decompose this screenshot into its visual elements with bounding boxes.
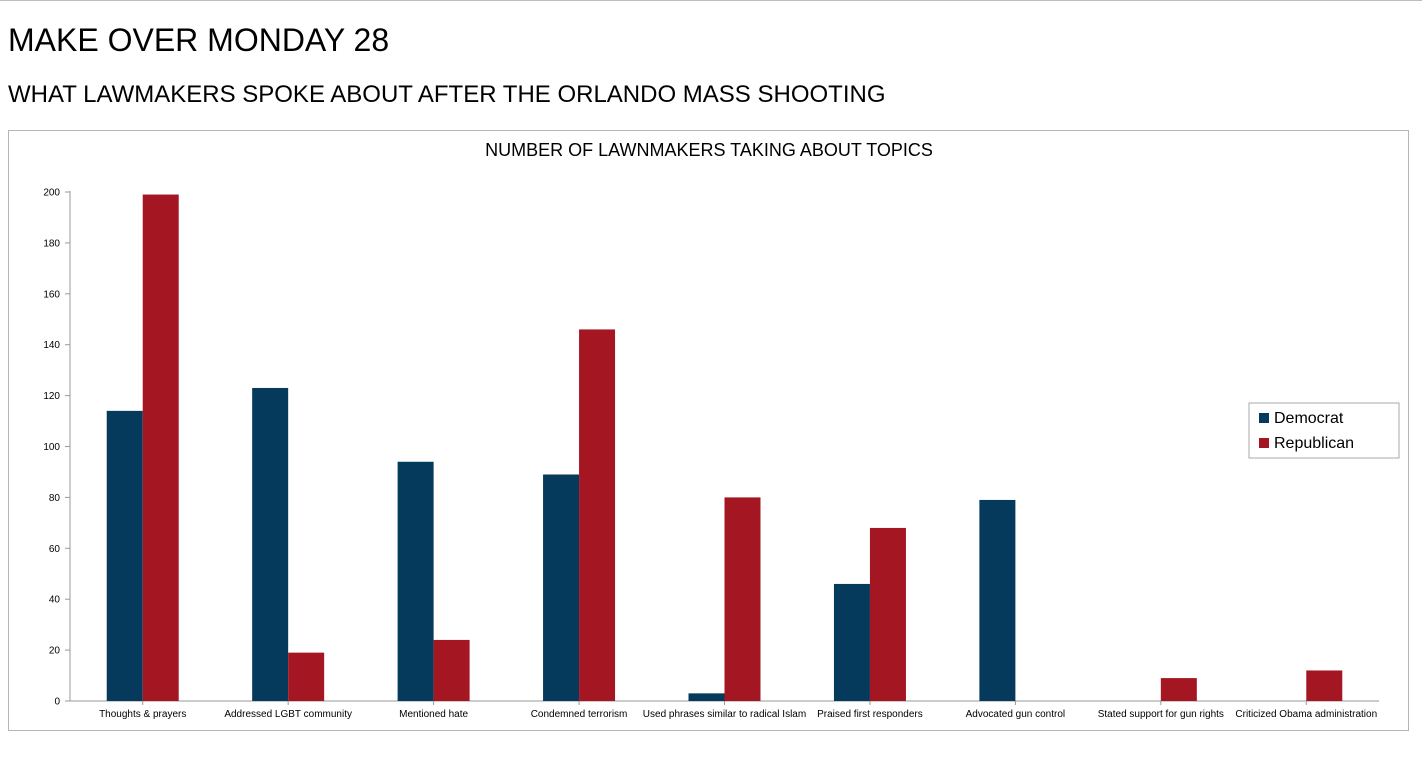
x-tick-label: Thoughts & prayers xyxy=(99,709,186,720)
x-tick-label: Used phrases similar to radical Islam xyxy=(643,709,806,720)
legend-label-republican: Republican xyxy=(1274,435,1354,452)
bar-democrat-3 xyxy=(543,474,580,701)
legend: Democrat Republican xyxy=(1248,402,1400,459)
y-tick-label: 120 xyxy=(43,391,60,402)
chart-container: NUMBER OF LAWNMAKERS TAKING ABOUT TOPICS… xyxy=(8,130,1409,731)
chart-title: NUMBER OF LAWNMAKERS TAKING ABOUT TOPICS xyxy=(485,140,933,160)
bar-republican-4 xyxy=(724,497,761,701)
bar-republican-8 xyxy=(1306,670,1343,701)
y-tick-label: 60 xyxy=(49,544,61,555)
bar-republican-1 xyxy=(288,652,325,701)
legend-swatch-democrat xyxy=(1259,413,1269,423)
y-tick-label: 80 xyxy=(49,493,61,504)
legend-box xyxy=(1248,402,1400,459)
bar-republican-2 xyxy=(433,639,470,701)
bar-chart: NUMBER OF LAWNMAKERS TAKING ABOUT TOPICS… xyxy=(43,140,1400,720)
x-tick-label: Addressed LGBT community xyxy=(224,709,352,720)
x-tick-label: Condemned terrorism xyxy=(531,709,628,720)
y-tick-label: 140 xyxy=(43,340,60,351)
bar-democrat-6 xyxy=(979,499,1016,701)
x-axis: Thoughts & prayers Addressed LGBT communi… xyxy=(70,700,1379,720)
bar-republican-0 xyxy=(142,194,179,702)
bar-republican-7 xyxy=(1160,678,1197,701)
bar-republican-5 xyxy=(869,527,906,701)
legend-swatch-republican xyxy=(1259,438,1269,448)
y-tick-label: 20 xyxy=(49,646,61,657)
y-axis: 0 20 40 60 80 100 120 140 160 180 200 xyxy=(43,188,71,708)
y-tick-label: 40 xyxy=(49,595,61,606)
x-tick-label: Praised first responders xyxy=(817,709,923,720)
bar-republican-3 xyxy=(579,329,616,701)
y-tick-label: 180 xyxy=(43,238,60,249)
x-tick-label: Advocated gun control xyxy=(966,709,1066,720)
page-subtitle: WHAT LAWMAKERS SPOKE ABOUT AFTER THE ORL… xyxy=(8,81,886,108)
page-title: MAKE OVER MONDAY 28 xyxy=(8,22,390,58)
bar-democrat-0 xyxy=(106,410,143,701)
bars xyxy=(106,194,1343,702)
bar-democrat-2 xyxy=(397,461,434,701)
legend-label-democrat: Democrat xyxy=(1274,410,1344,427)
y-tick-label: 100 xyxy=(43,442,60,453)
x-tick-label: Criticized Obama administration xyxy=(1235,709,1377,720)
x-tick-label: Mentioned hate xyxy=(399,709,468,720)
bar-democrat-5 xyxy=(833,583,870,701)
bar-democrat-1 xyxy=(252,387,289,701)
y-tick-label: 0 xyxy=(54,697,60,708)
bar-democrat-4 xyxy=(688,693,725,701)
y-tick-label: 200 xyxy=(43,188,60,199)
x-tick-label: Stated support for gun rights xyxy=(1098,709,1224,720)
y-tick-label: 160 xyxy=(43,289,60,300)
